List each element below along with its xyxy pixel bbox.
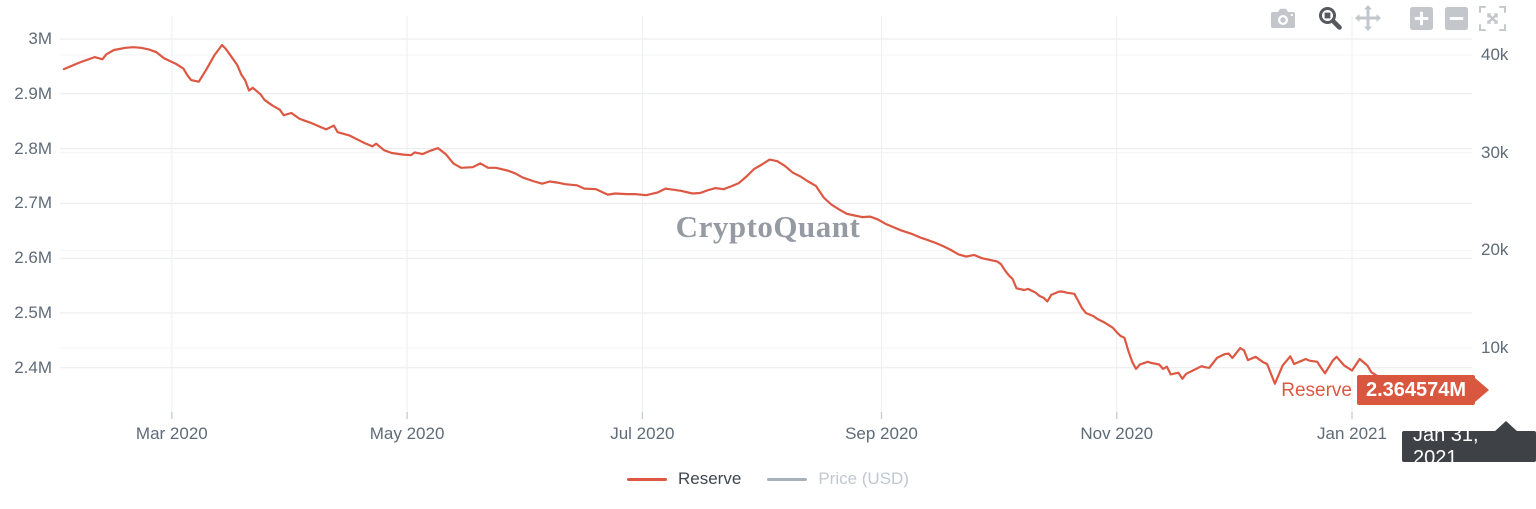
pan-mode-button[interactable]	[1353, 5, 1383, 31]
y-tick-label-left: 2.7M	[14, 193, 52, 213]
y-tick-label-left: 2.8M	[14, 138, 52, 158]
legend: Reserve Price (USD)	[0, 469, 1536, 489]
pan-icon	[1355, 5, 1381, 31]
x-tick-label: May 2020	[369, 424, 445, 443]
legend-label-price-usd: Price (USD)	[818, 469, 909, 488]
y-tick-label-left: 2.9M	[14, 83, 52, 103]
download-snapshot-button[interactable]	[1268, 5, 1298, 31]
x-tick-label: Mar 2020	[135, 424, 208, 443]
zoom-in-button[interactable]	[1406, 5, 1436, 31]
date-tooltip: Jan 31, 2021	[1402, 421, 1536, 469]
zoom-mode-button[interactable]	[1315, 5, 1345, 31]
zoom-out-button[interactable]	[1441, 5, 1471, 31]
camera-icon	[1271, 8, 1295, 28]
date-tooltip-notch-icon	[1494, 421, 1518, 432]
legend-label-reserve: Reserve	[678, 469, 742, 488]
series-end-label: Reserve	[1281, 380, 1352, 401]
zoom-out-icon	[1444, 6, 1468, 30]
y-tick-label-right: 10k	[1481, 338, 1509, 358]
reserve-line	[62, 43, 1469, 389]
price-line-swatch	[767, 477, 808, 481]
y-tick-label-left: 3M	[28, 29, 52, 48]
y-tick-label-left: 2.6M	[14, 248, 52, 268]
autoscale-button[interactable]	[1477, 5, 1507, 31]
reserve-line-swatch	[627, 477, 667, 481]
x-tick-label: Sep 2020	[845, 424, 918, 443]
y-tick-label-left: 2.4M	[14, 357, 52, 377]
zoom-in-icon	[1409, 6, 1433, 30]
x-tick-label: Jan 2021	[1317, 424, 1387, 443]
legend-item-reserve[interactable]: Reserve	[627, 469, 741, 489]
watermark: CryptoQuant	[675, 209, 861, 244]
x-tick-label: Jul 2020	[610, 424, 675, 443]
y-tick-label-right: 30k	[1481, 142, 1509, 162]
value-badge-text: 2.364574M	[1366, 378, 1467, 401]
legend-item-price-usd[interactable]: Price (USD)	[767, 469, 909, 489]
y-tick-label-left: 2.5M	[14, 303, 52, 322]
autoscale-icon	[1478, 5, 1506, 31]
y-tick-label-right: 40k	[1481, 45, 1509, 64]
value-badge-arrow-icon	[1475, 378, 1490, 402]
x-tick-label: Nov 2020	[1080, 424, 1154, 443]
date-tooltip-text: Jan 31, 2021	[1413, 423, 1479, 469]
value-badge: 2.364574M	[1357, 375, 1490, 405]
zoom-icon	[1319, 7, 1342, 30]
y-tick-label-right: 20k	[1481, 240, 1509, 260]
